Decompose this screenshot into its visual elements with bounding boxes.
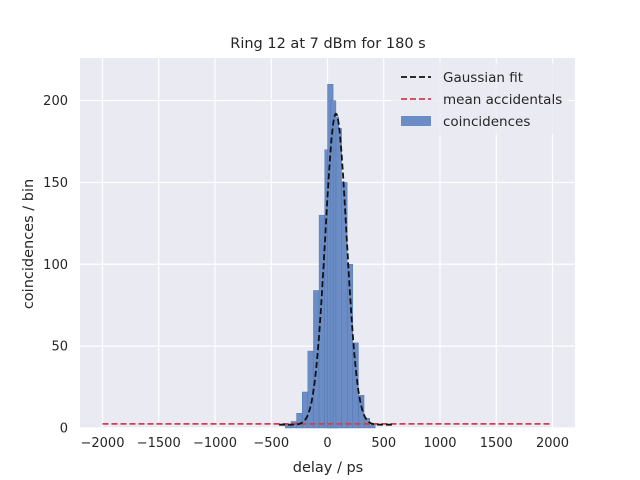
- y-tick-label: 100: [43, 258, 68, 273]
- y-tick-label: 200: [43, 94, 68, 109]
- y-tick-label: 150: [43, 176, 68, 191]
- x-tick-label: −1000: [193, 436, 237, 451]
- x-tick-label: 1500: [480, 436, 513, 451]
- x-tick-label: 500: [371, 436, 396, 451]
- x-tick-label: 1000: [423, 436, 456, 451]
- x-tick-label: −2000: [81, 436, 125, 451]
- legend-frame: [391, 63, 569, 135]
- histogram-bar: [313, 290, 320, 429]
- x-tick-label: 0: [323, 436, 331, 451]
- x-tick-label: 2000: [536, 436, 569, 451]
- legend-label: mean accidentals: [443, 92, 562, 108]
- histogram-bar: [335, 128, 342, 429]
- y-tick-label: 50: [51, 340, 68, 355]
- x-tick-label: −1500: [137, 436, 181, 451]
- legend: Gaussian fit mean accidentals coincidences: [391, 63, 569, 135]
- histogram-bar: [346, 264, 354, 429]
- histogram-bar: [307, 350, 314, 429]
- histogram-bar: [301, 391, 309, 429]
- legend-swatch: [401, 116, 431, 126]
- histogram-bars: [285, 83, 376, 429]
- gaussian-fit-line: [279, 112, 393, 426]
- x-tick-label: −500: [253, 436, 289, 451]
- histogram-bar: [369, 424, 376, 429]
- histogram-bar: [352, 342, 359, 429]
- histogram-bar: [296, 413, 303, 429]
- x-axis-label: delay / ps: [293, 460, 363, 476]
- y-tick-label: 0: [60, 422, 68, 437]
- legend-label: Gaussian fit: [443, 70, 523, 86]
- chart-title: Ring 12 at 7 dBm for 180 s: [230, 36, 425, 52]
- histogram-bar: [358, 395, 365, 429]
- y-axis-label: coincidences / bin: [21, 179, 37, 309]
- tick-labels: −2000 −1500 −1000 −500 0 500 1000 1500 2000 0 50 10…: [43, 94, 569, 451]
- legend-label: coincidences: [443, 114, 530, 130]
